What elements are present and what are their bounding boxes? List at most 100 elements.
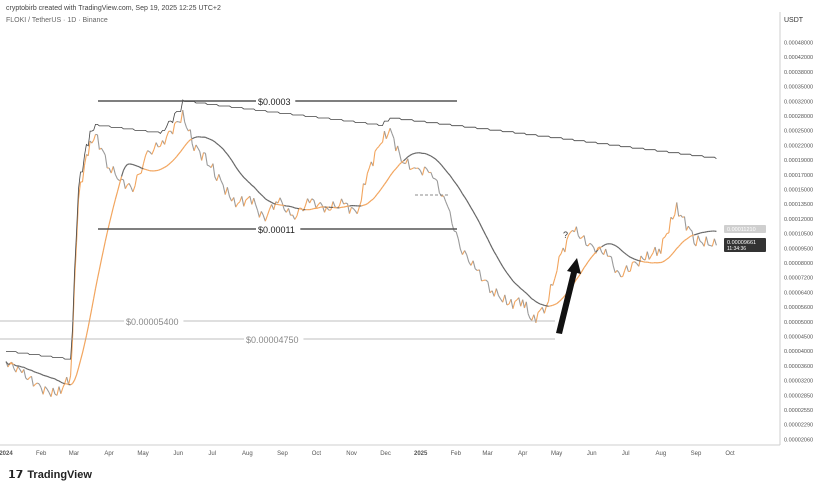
baseline-segment [110,207,114,217]
baseline-segment [62,382,65,385]
y-tick-label: 0.00004500 [784,335,813,341]
baseline-segment [591,254,595,258]
price-segment [315,204,319,209]
baseline-segment [300,208,304,211]
y-tick-label: 0.00015000 [784,188,813,194]
price-segment [19,369,23,374]
baseline-segment [393,168,397,172]
baseline-segment [626,254,629,257]
price-segment [468,261,472,266]
price-segment [443,195,447,202]
baseline-segment [368,200,372,203]
price-segment [136,173,140,176]
level-label: $0.0003 [258,97,291,107]
price-segment [40,387,44,395]
baseline-segment [235,166,239,171]
price-segment [466,254,470,263]
price-segment [142,155,147,164]
tradingview-brand[interactable]: 𝟭𝟳 TradingView [8,468,92,481]
y-tick-label: 0.00048000 [784,41,813,47]
baseline-segment [77,360,82,369]
price-segment [683,216,687,231]
price-segment [430,172,434,179]
price-segment [603,248,607,255]
price-segment [58,386,62,394]
baseline-segment [253,186,257,190]
y-tick-label: 0.00005600 [784,305,813,311]
price-segment [552,278,556,286]
price-segment [713,238,717,246]
baseline-segment [577,273,581,278]
price-segment [260,211,264,216]
price-segment [23,369,27,379]
price-segment [432,177,436,180]
baseline-segment [233,163,237,168]
price-segment [391,133,395,139]
baseline-segment [178,151,182,155]
price-segment [352,208,356,212]
baseline-segment [382,184,385,188]
time-axis[interactable]: 2024 Feb Mar Apr May Jun Jul Aug Sep Oct Nov Dec 202… [0,444,780,457]
price-segment [472,260,476,269]
price-segment [570,229,573,233]
y-tick-label: 0.00009500 [784,246,813,252]
price-segment [591,244,595,248]
baseline-segment [464,196,468,201]
price-segment [618,272,622,278]
price-segment [504,294,508,306]
baseline-segment [184,143,188,147]
price-segment [237,201,241,205]
price-segment [52,387,56,395]
baseline-segment [42,374,46,377]
price-segment [341,198,345,205]
price-segment [382,131,385,143]
price-segment [558,253,562,257]
price-segment [629,262,633,272]
baseline-segment [33,370,36,373]
baseline-segment [451,177,455,182]
baseline-segment [19,365,23,368]
x-tick-label: 2024 [0,451,13,457]
trailing-stop-series [6,99,717,360]
baseline-segment [622,251,626,254]
baseline-segment [426,153,430,156]
tradingview-logo-icon: 𝟭𝟳 [8,469,24,481]
baseline-segment [616,246,620,249]
price-segment [360,183,364,201]
baseline-segment [391,170,395,174]
baseline-segment [134,164,138,167]
y-tick-label: 0.00008000 [784,261,813,267]
baseline-segment [365,203,368,206]
price-segment [30,376,34,387]
baseline-segment [231,159,235,164]
baseline-segment [664,258,668,262]
baseline-segment [96,269,100,279]
baseline-segment [269,200,272,203]
price-segment [199,151,203,161]
price-segment [548,284,552,302]
y-tick-label: 0.00006400 [784,290,813,296]
baseline-segment [478,222,483,228]
baseline-segment [472,210,476,216]
price-segment [703,236,707,247]
price-segment [545,301,550,307]
baseline-segment [5,361,9,365]
price-segment [610,256,614,267]
price-segment [46,388,50,393]
price-segment [514,299,518,302]
price-axis[interactable]: USDT 0.00048000 0.00042000 0.00038000 0.000… [779,12,813,445]
baseline-segment [210,139,214,142]
price-segment [258,211,262,218]
y-tick-label: 0.00012000 [784,217,813,223]
baseline-segment [687,235,691,239]
baseline-segment [510,277,514,282]
price-segment [510,299,514,309]
price-segment [50,387,54,397]
price-segment [387,128,391,134]
price-segment [585,244,589,247]
price-segment [262,214,266,222]
baseline-segment [470,207,474,212]
price-segment [459,248,463,255]
